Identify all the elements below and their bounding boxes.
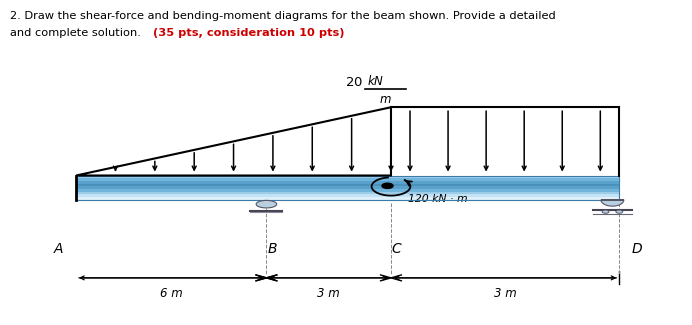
Bar xyxy=(76,181,619,184)
Text: B: B xyxy=(267,242,277,256)
Text: $kN$: $kN$ xyxy=(367,74,384,88)
Bar xyxy=(76,194,619,197)
Polygon shape xyxy=(601,200,623,206)
Text: 3 m: 3 m xyxy=(318,287,340,300)
Text: C: C xyxy=(392,242,401,256)
Circle shape xyxy=(616,210,623,213)
Bar xyxy=(76,197,619,200)
Bar xyxy=(76,184,619,186)
Text: and complete solution.: and complete solution. xyxy=(10,28,141,38)
Circle shape xyxy=(382,183,393,188)
Text: $m$: $m$ xyxy=(379,93,392,106)
Bar xyxy=(76,176,619,178)
Bar xyxy=(76,186,619,189)
Text: 120 kN · m: 120 kN · m xyxy=(408,194,468,204)
Text: A: A xyxy=(54,242,64,256)
Text: 6 m: 6 m xyxy=(160,287,183,300)
Polygon shape xyxy=(256,201,277,208)
Bar xyxy=(76,189,619,192)
Text: 2. Draw the shear-force and bending-moment diagrams for the beam shown. Provide : 2. Draw the shear-force and bending-mome… xyxy=(10,11,556,21)
Bar xyxy=(76,178,619,181)
Text: $20$: $20$ xyxy=(345,76,363,89)
Text: (35 pts, consideration 10 pts): (35 pts, consideration 10 pts) xyxy=(149,28,345,38)
Bar xyxy=(76,192,619,194)
Text: 3 m: 3 m xyxy=(494,287,516,300)
Circle shape xyxy=(602,210,609,213)
Bar xyxy=(76,176,619,200)
Text: D: D xyxy=(631,242,642,256)
